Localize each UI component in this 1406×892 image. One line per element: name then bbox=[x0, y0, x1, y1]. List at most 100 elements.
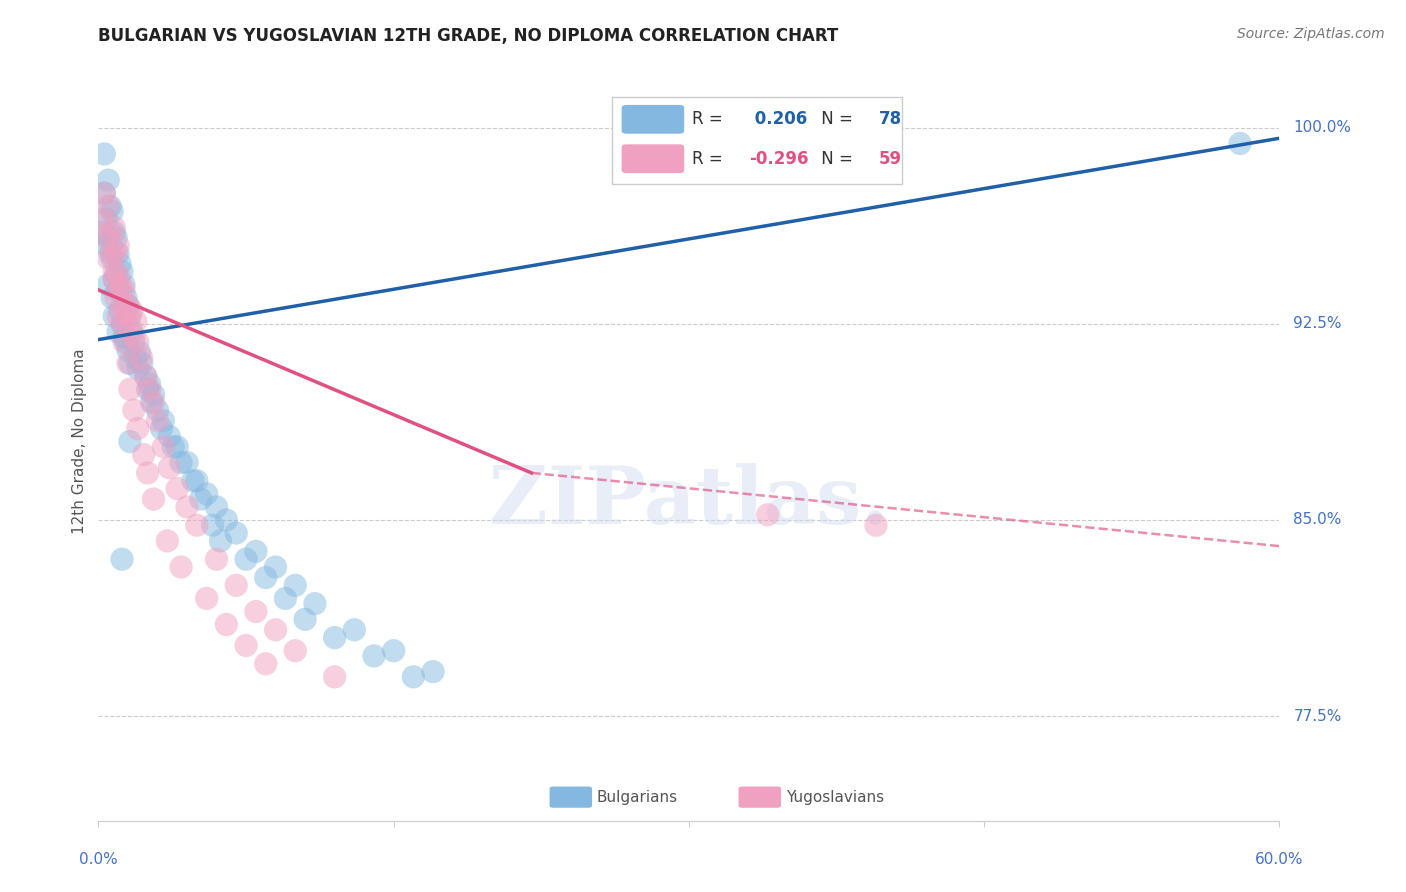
Point bbox=[105, 230, 128, 244]
Point bbox=[111, 299, 134, 313]
Point bbox=[115, 335, 138, 350]
Point bbox=[101, 246, 124, 260]
Point bbox=[402, 670, 425, 684]
Point bbox=[91, 226, 114, 240]
Point bbox=[105, 267, 128, 281]
Point bbox=[117, 356, 139, 370]
Point bbox=[190, 491, 212, 506]
Point bbox=[195, 487, 218, 501]
Point bbox=[186, 474, 208, 488]
Point bbox=[122, 335, 145, 350]
Point bbox=[170, 455, 193, 469]
Point bbox=[97, 173, 120, 187]
Point bbox=[201, 518, 224, 533]
Point bbox=[112, 335, 135, 350]
FancyBboxPatch shape bbox=[621, 145, 685, 173]
Text: Bulgarians: Bulgarians bbox=[596, 789, 678, 805]
Point bbox=[93, 186, 115, 201]
Point bbox=[176, 455, 198, 469]
Point bbox=[112, 277, 135, 292]
Point bbox=[131, 356, 153, 370]
Text: 77.5%: 77.5% bbox=[1294, 708, 1341, 723]
Point bbox=[756, 508, 779, 522]
Point bbox=[865, 518, 887, 533]
Point bbox=[363, 648, 385, 663]
Point bbox=[284, 643, 307, 657]
Point bbox=[304, 597, 326, 611]
Point bbox=[107, 325, 129, 339]
Point bbox=[101, 252, 124, 266]
Point bbox=[108, 257, 131, 271]
Point bbox=[118, 356, 141, 370]
Text: R =: R = bbox=[693, 111, 728, 128]
Point bbox=[131, 351, 153, 365]
Point bbox=[111, 264, 134, 278]
Point bbox=[254, 657, 277, 671]
Point bbox=[111, 552, 134, 566]
Point bbox=[323, 631, 346, 645]
Point bbox=[118, 434, 141, 449]
Point bbox=[107, 267, 129, 281]
Point bbox=[111, 317, 134, 331]
Point bbox=[108, 277, 131, 292]
Point bbox=[150, 421, 173, 435]
Point bbox=[122, 330, 145, 344]
Point bbox=[245, 544, 267, 558]
Point bbox=[115, 291, 138, 305]
Point bbox=[125, 314, 148, 328]
Point bbox=[108, 303, 131, 318]
Point bbox=[205, 500, 228, 514]
Point bbox=[96, 230, 118, 244]
Point bbox=[141, 395, 163, 409]
Point bbox=[225, 526, 247, 541]
Point bbox=[101, 204, 124, 219]
Point bbox=[97, 252, 120, 266]
Point bbox=[97, 230, 120, 244]
Point bbox=[215, 617, 238, 632]
Point bbox=[166, 440, 188, 454]
Point bbox=[294, 612, 316, 626]
Point bbox=[166, 482, 188, 496]
Point bbox=[170, 560, 193, 574]
Point bbox=[125, 351, 148, 365]
Point bbox=[98, 226, 121, 240]
Text: 59: 59 bbox=[879, 150, 903, 168]
Text: ZIPatlas.: ZIPatlas. bbox=[489, 463, 889, 541]
Point bbox=[254, 570, 277, 584]
Point bbox=[128, 345, 150, 359]
Point bbox=[117, 299, 139, 313]
Point bbox=[245, 605, 267, 619]
Point bbox=[135, 369, 157, 384]
Point bbox=[122, 403, 145, 417]
Point bbox=[127, 421, 149, 435]
Point bbox=[118, 309, 141, 323]
Text: N =: N = bbox=[817, 150, 859, 168]
Text: 78: 78 bbox=[879, 111, 903, 128]
Point bbox=[274, 591, 297, 606]
Point bbox=[142, 491, 165, 506]
Point bbox=[152, 440, 174, 454]
FancyBboxPatch shape bbox=[621, 105, 685, 134]
Point bbox=[117, 299, 139, 313]
FancyBboxPatch shape bbox=[550, 787, 592, 808]
Point bbox=[112, 283, 135, 297]
Point bbox=[264, 623, 287, 637]
Point bbox=[157, 429, 180, 443]
Point bbox=[136, 466, 159, 480]
Text: 100.0%: 100.0% bbox=[1294, 120, 1351, 136]
Point bbox=[127, 335, 149, 350]
Point bbox=[205, 552, 228, 566]
Point bbox=[235, 639, 257, 653]
Point bbox=[118, 382, 141, 396]
Point bbox=[107, 283, 129, 297]
Point bbox=[323, 670, 346, 684]
Text: R =: R = bbox=[693, 150, 728, 168]
Text: BULGARIAN VS YUGOSLAVIAN 12TH GRADE, NO DIPLOMA CORRELATION CHART: BULGARIAN VS YUGOSLAVIAN 12TH GRADE, NO … bbox=[98, 27, 838, 45]
Point bbox=[103, 264, 125, 278]
Point bbox=[103, 226, 125, 240]
Point bbox=[98, 199, 121, 213]
Point bbox=[146, 414, 169, 428]
Point bbox=[215, 513, 238, 527]
Point bbox=[142, 395, 165, 409]
Point bbox=[136, 382, 159, 396]
